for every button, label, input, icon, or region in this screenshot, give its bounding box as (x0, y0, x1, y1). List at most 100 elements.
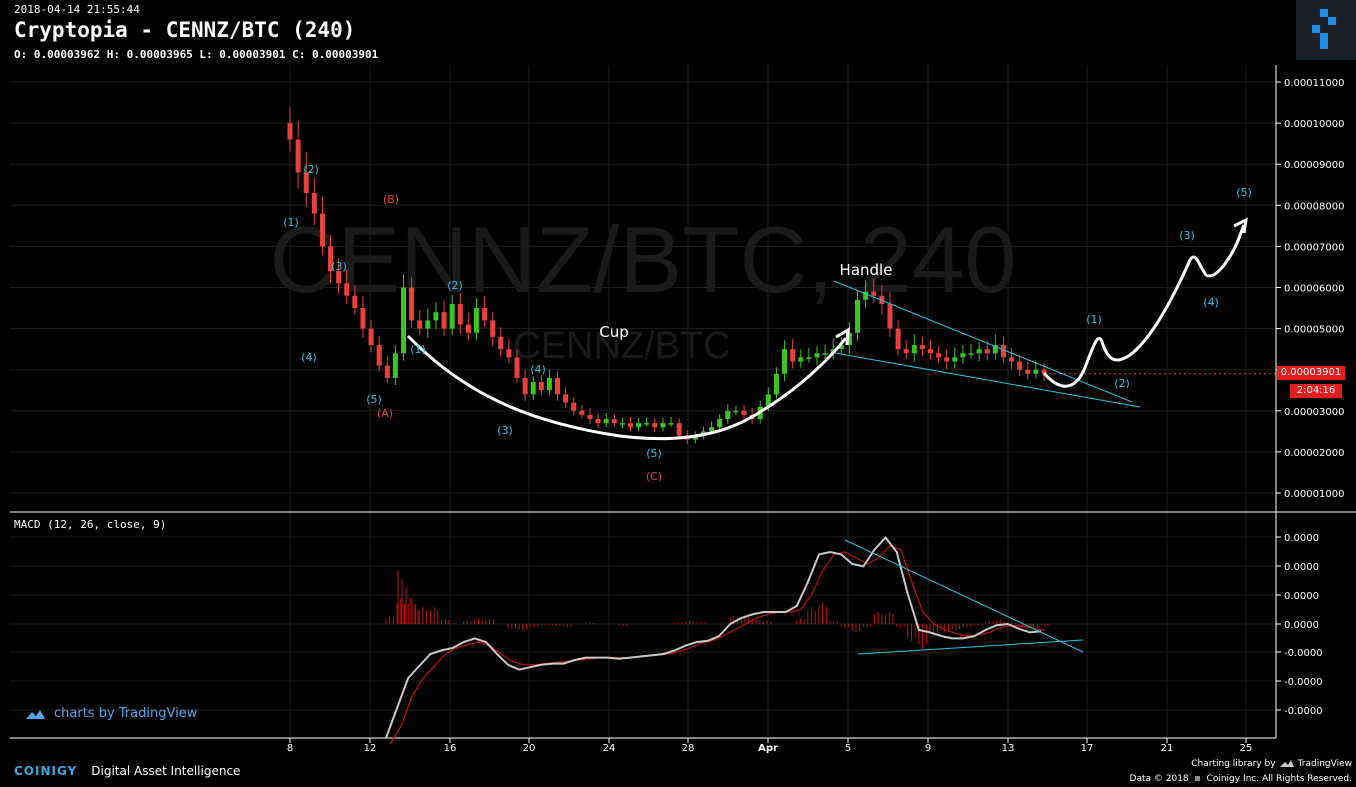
candle-body (311, 192, 317, 214)
handle-label: Handle (840, 261, 893, 279)
grid (10, 65, 1276, 738)
candle-body (555, 377, 561, 395)
candle-body (1009, 357, 1015, 362)
wave-label: (4) (530, 363, 546, 376)
candle-body (538, 382, 544, 391)
candle-body (911, 345, 917, 354)
candle-body (352, 295, 358, 309)
candle-body (636, 423, 642, 428)
candle-body (490, 320, 496, 337)
price-tick-label: 0.00003000 (1284, 407, 1344, 418)
charting-library-text: Charting library by (1191, 759, 1276, 769)
candle-body (409, 287, 415, 321)
candle-body (328, 246, 334, 272)
candle-body (546, 377, 552, 391)
time-tick-label: 21 (1161, 743, 1174, 754)
candle-body (392, 353, 398, 378)
candle-body (968, 353, 974, 355)
time-tick-label: 9 (925, 743, 931, 754)
macd-line (385, 536, 1042, 739)
candle-body (1041, 369, 1047, 374)
candle-body (773, 373, 779, 395)
brand-name: COINIGY (14, 764, 78, 778)
candle-body (895, 328, 901, 350)
candle-body (628, 423, 634, 428)
projection-arrowhead (1233, 217, 1248, 234)
wave-label-red: (C) (646, 470, 662, 483)
macd-tick-label: -0.0000 (1284, 648, 1323, 659)
candle-body (336, 271, 342, 284)
tradingview-credit-link[interactable]: charts by TradingView (24, 706, 197, 721)
watermark-large: CENNZ/BTC, 240 (270, 207, 1017, 312)
candle-body (457, 303, 463, 325)
candle-body (506, 349, 512, 358)
candle-body (514, 357, 520, 378)
candle-body (790, 349, 796, 362)
macd-signal-line (389, 545, 1046, 745)
time-tick-label: 8 (287, 743, 293, 754)
time-tick-label: 12 (364, 743, 377, 754)
timestamp: 2018-04-14 21:55:44 (14, 3, 140, 16)
candle-body (563, 394, 569, 403)
candle-body (863, 291, 869, 300)
candle-body (376, 345, 382, 366)
candle-body (587, 414, 593, 420)
candle-body (384, 365, 390, 378)
wave-label: (1) (410, 343, 426, 356)
price-tick-label: 0.00001000 (1284, 489, 1344, 500)
time-tick-label: 24 (603, 743, 616, 754)
candle-body (449, 303, 455, 329)
price-tick-label: 0.00011000 (1284, 78, 1344, 89)
price-tick-label: 0.00008000 (1284, 201, 1344, 212)
ohlc-readout: O: 0.00003962 H: 0.00003965 L: 0.0000390… (14, 48, 379, 61)
countdown-tag: 2:04:16 (1290, 384, 1342, 398)
candle-body (1033, 369, 1039, 374)
candle-body (425, 320, 431, 329)
wave-label: (2) (447, 279, 463, 292)
price-tick-label: 0.00007000 (1284, 242, 1344, 253)
wave-label: (1) (283, 216, 299, 229)
candle-body (644, 423, 650, 425)
candle-body (603, 419, 609, 424)
candle-body (992, 345, 998, 354)
candle-body (871, 291, 877, 296)
candle-body (287, 123, 293, 140)
candle-body (465, 324, 471, 333)
tradingview-name[interactable]: TradingView (1297, 759, 1352, 769)
time-tick-label: 5 (845, 743, 851, 754)
macd-tick-label: 0.0000 (1284, 620, 1319, 631)
candle-body (344, 283, 350, 296)
candle-body (319, 213, 325, 247)
candle-body (1000, 345, 1006, 358)
footer-credits: Charting library by TradingView Data © 20… (1130, 757, 1352, 787)
candle-body (806, 357, 812, 359)
candle-body (368, 328, 374, 346)
macd-tick-label: 0.0000 (1284, 591, 1319, 602)
coinigy-logo-icon[interactable] (1296, 0, 1356, 60)
candle-body (530, 382, 536, 395)
macd-tick-label: -0.0000 (1284, 677, 1323, 688)
wave-labels: (1)(2)(3)(4)(5)(1)(2)(3)(4)(5)(3)(4)(5)(… (283, 163, 1252, 483)
candle-body (579, 410, 585, 415)
candle-body (441, 312, 447, 329)
wave-label: (3) (331, 260, 347, 273)
tradingview-credit-text: charts by TradingView (54, 706, 198, 721)
candle-body (498, 336, 504, 350)
candle-body (1025, 369, 1031, 374)
tradingview-cloud-icon (26, 709, 45, 719)
price-tick-label: 0.00006000 (1284, 284, 1344, 295)
candle-body (838, 345, 844, 350)
cup-label: Cup (599, 323, 629, 341)
price-tick-label: 0.00005000 (1284, 325, 1344, 336)
candle-body (709, 427, 715, 432)
macd-tick-label: -0.0000 (1284, 706, 1323, 717)
candle-body (952, 357, 958, 362)
candle-body (887, 303, 893, 329)
candle-body (814, 353, 820, 358)
candle-body (782, 349, 788, 374)
candle-body (822, 353, 828, 355)
candle-body (855, 299, 861, 333)
last-price-tag: 0.00003901 (1277, 366, 1345, 380)
wave-label: (3) (1179, 229, 1195, 242)
